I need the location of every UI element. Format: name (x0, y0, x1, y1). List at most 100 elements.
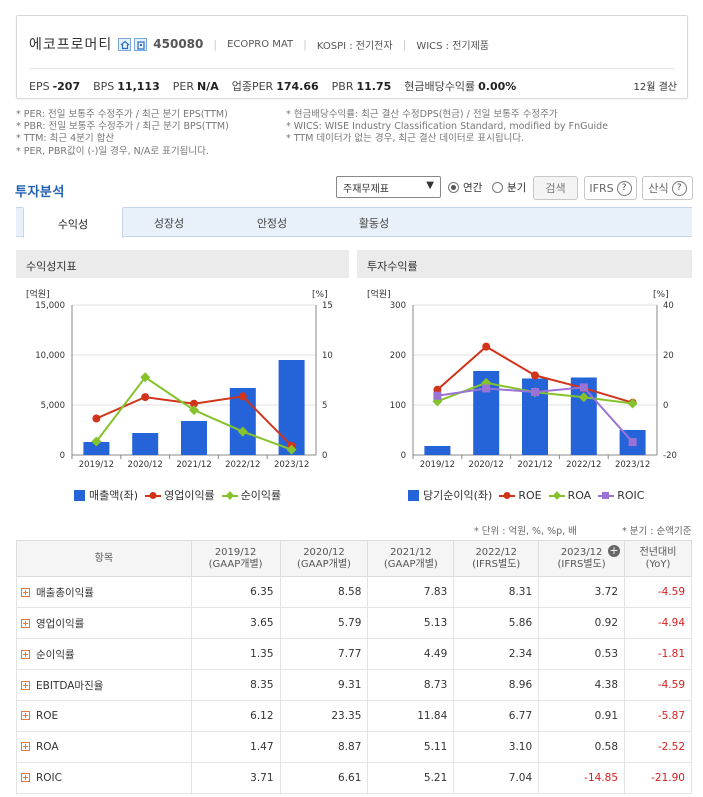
chart-right-legend: 당기순이익(좌) ROE ROA ROIC (408, 487, 651, 503)
table-row: 매출총이익률 6.35 8.58 7.83 8.31 3.72 -4.59 (16, 576, 692, 608)
table-row: 순이익률 1.35 7.77 4.49 2.34 0.53 -1.81 (16, 638, 692, 670)
key-metrics: EPS -207 BPS 11,113 PER N/A 업종PER 174.66 PBR… (29, 78, 529, 94)
yoy-cell: -21.90 (624, 762, 692, 794)
expand-icon[interactable] (21, 680, 30, 690)
legend-label: ROIC (617, 488, 645, 502)
column-header: 전년대비 (YoY) (624, 540, 692, 577)
table-cell: 0.91 (538, 700, 626, 732)
legend-item[interactable]: ROIC (598, 489, 644, 502)
right-tick-label: 5 (322, 401, 327, 411)
metric-pbr: PBR 11.75 (332, 80, 392, 93)
radio-dot-selected[interactable] (448, 182, 459, 193)
note-line: * PER: 전일 보통주 수정주가 / 최근 분기 EPS(TTM) (16, 109, 228, 120)
left-tick-label: 0 (60, 451, 65, 461)
row-label-cell[interactable]: ROIC (16, 762, 192, 794)
legend-label: 매출액(좌) (89, 489, 139, 502)
metric-eps: EPS -207 (29, 80, 80, 93)
table-cell: -14.85 (538, 762, 626, 794)
table-cell: 3.71 (190, 762, 281, 794)
table-cell: 3.65 (190, 607, 281, 639)
radio-dot[interactable] (492, 182, 503, 193)
expand-icon[interactable] (21, 773, 30, 782)
row-label-cell[interactable]: ROA (16, 731, 192, 763)
expand-icon[interactable] (21, 618, 30, 628)
legend-swatch (408, 489, 419, 501)
help-icon: ? (616, 180, 632, 196)
formula-button[interactable]: 산식 ? (642, 176, 693, 200)
table-row: 영업이익률 3.65 5.79 5.13 5.86 0.92 -4.94 (16, 607, 692, 639)
legend-item[interactable]: 당기순이익(좌) (408, 487, 492, 503)
building-icon[interactable] (134, 37, 148, 51)
bar (83, 442, 110, 455)
company-header: 에코프로머티 450080 | ECOPRO MAT | KOSPI : 전기전… (16, 15, 688, 99)
tab-growth[interactable]: 성장성 (153, 217, 185, 230)
column-header-latest: 2023/12 (IFRS별도) + (538, 540, 626, 577)
metric-bps: BPS 11,113 (93, 80, 160, 93)
metric-label: 업종PER (231, 80, 274, 93)
radio-annual[interactable]: 연간 (448, 180, 482, 195)
table-row: ROA 1.47 8.87 5.11 3.10 0.58 -2.52 (16, 731, 692, 763)
radio-quarter[interactable]: 분기 (492, 180, 526, 195)
tab-stability[interactable]: 안정성 (256, 217, 288, 230)
row-label-cell[interactable]: ROE (16, 700, 192, 732)
table-cell: 3.10 (453, 731, 540, 763)
notes-right: * 현금배당수익률: 최근 결산 수정DPS(현금) / 전일 보통주 수정주가… (286, 109, 686, 146)
expand-icon[interactable] (21, 649, 30, 659)
expand-icon[interactable] (21, 742, 30, 751)
legend-item[interactable]: 영업이익률 (145, 487, 215, 503)
row-label-cell[interactable]: 매출총이익률 (16, 576, 192, 608)
row-label-cell[interactable]: 순이익률 (16, 638, 192, 670)
left-tick-label: 200 (390, 351, 406, 361)
ifrs-button[interactable]: IFRS ? (584, 176, 637, 200)
point (482, 342, 491, 351)
profitability-chart: [억원] [%] 15,000 10,000 5,000 0 15 10 5 0 2019/12 20… (26, 288, 333, 470)
row-label-cell[interactable]: EBITDA마진율 (16, 669, 192, 701)
right-tick-label: 40 (663, 301, 674, 311)
statement-select[interactable]: 주재무제표 ▼ (336, 176, 441, 198)
unit-note: * 단위 : 억원, %, %p, 배 (474, 526, 577, 537)
legend-line-marker (221, 490, 238, 501)
expand-icon[interactable] (21, 587, 30, 597)
legend-item[interactable]: 매출액(좌) (74, 487, 138, 503)
metric-label: EPS (29, 79, 50, 93)
tab-activity[interactable]: 활동성 (358, 217, 390, 230)
left-tick-label: 100 (390, 401, 406, 411)
tab-profitability[interactable]: 수익성 (23, 207, 123, 238)
point (628, 438, 637, 447)
metric-label: PER (172, 79, 194, 93)
settlement-month: 12월 결산 (633, 82, 677, 93)
right-tick-label: 10 (322, 351, 333, 361)
category-label: 2021/12 (176, 460, 211, 470)
legend-item[interactable]: ROE (499, 489, 542, 502)
yoy-cell: -4.94 (624, 607, 692, 639)
yoy-cell: -2.52 (624, 731, 692, 763)
point (141, 393, 150, 402)
legend-label: 당기순이익(좌) (423, 489, 493, 502)
table-cell: 0.92 (538, 607, 626, 639)
note-line: * PBR: 전일 보통주 수정주가 / 최근 분기 BPS(TTM) (16, 121, 229, 133)
table-cell: 5.86 (453, 607, 540, 639)
point (189, 405, 199, 416)
home-icon[interactable] (118, 37, 132, 51)
search-button[interactable]: 검색 (533, 176, 578, 200)
table-row: ROE 6.12 23.35 11.84 6.77 0.91 -5.87 (16, 700, 692, 732)
yoy-cell: -4.59 (624, 669, 692, 701)
company-title-row: 에코프로머티 450080 | ECOPRO MAT | KOSPI : 전기전… (29, 34, 489, 54)
metric-per: PER N/A (173, 80, 219, 93)
expand-icon[interactable] (21, 711, 30, 720)
legend-item[interactable]: 순이익률 (221, 487, 281, 503)
table-row: ROIC 3.71 6.61 5.21 7.04 -14.85 -21.90 (16, 762, 692, 794)
radio-label: 연간 (463, 182, 483, 194)
right-tick-label: 0 (322, 451, 327, 461)
table-cell: 0.53 (538, 638, 626, 670)
row-label-cell[interactable]: 영업이익률 (16, 607, 192, 639)
point (92, 414, 101, 423)
expand-icon[interactable]: + (608, 544, 621, 557)
legend-line-marker (499, 490, 516, 501)
legend-item[interactable]: ROA (548, 489, 591, 502)
table-cell: 7.04 (453, 762, 540, 794)
divider: | (213, 37, 218, 51)
chart-left-legend: 매출액(좌) 영업이익률 순이익률 (74, 487, 288, 503)
legend-line-marker (548, 490, 565, 501)
